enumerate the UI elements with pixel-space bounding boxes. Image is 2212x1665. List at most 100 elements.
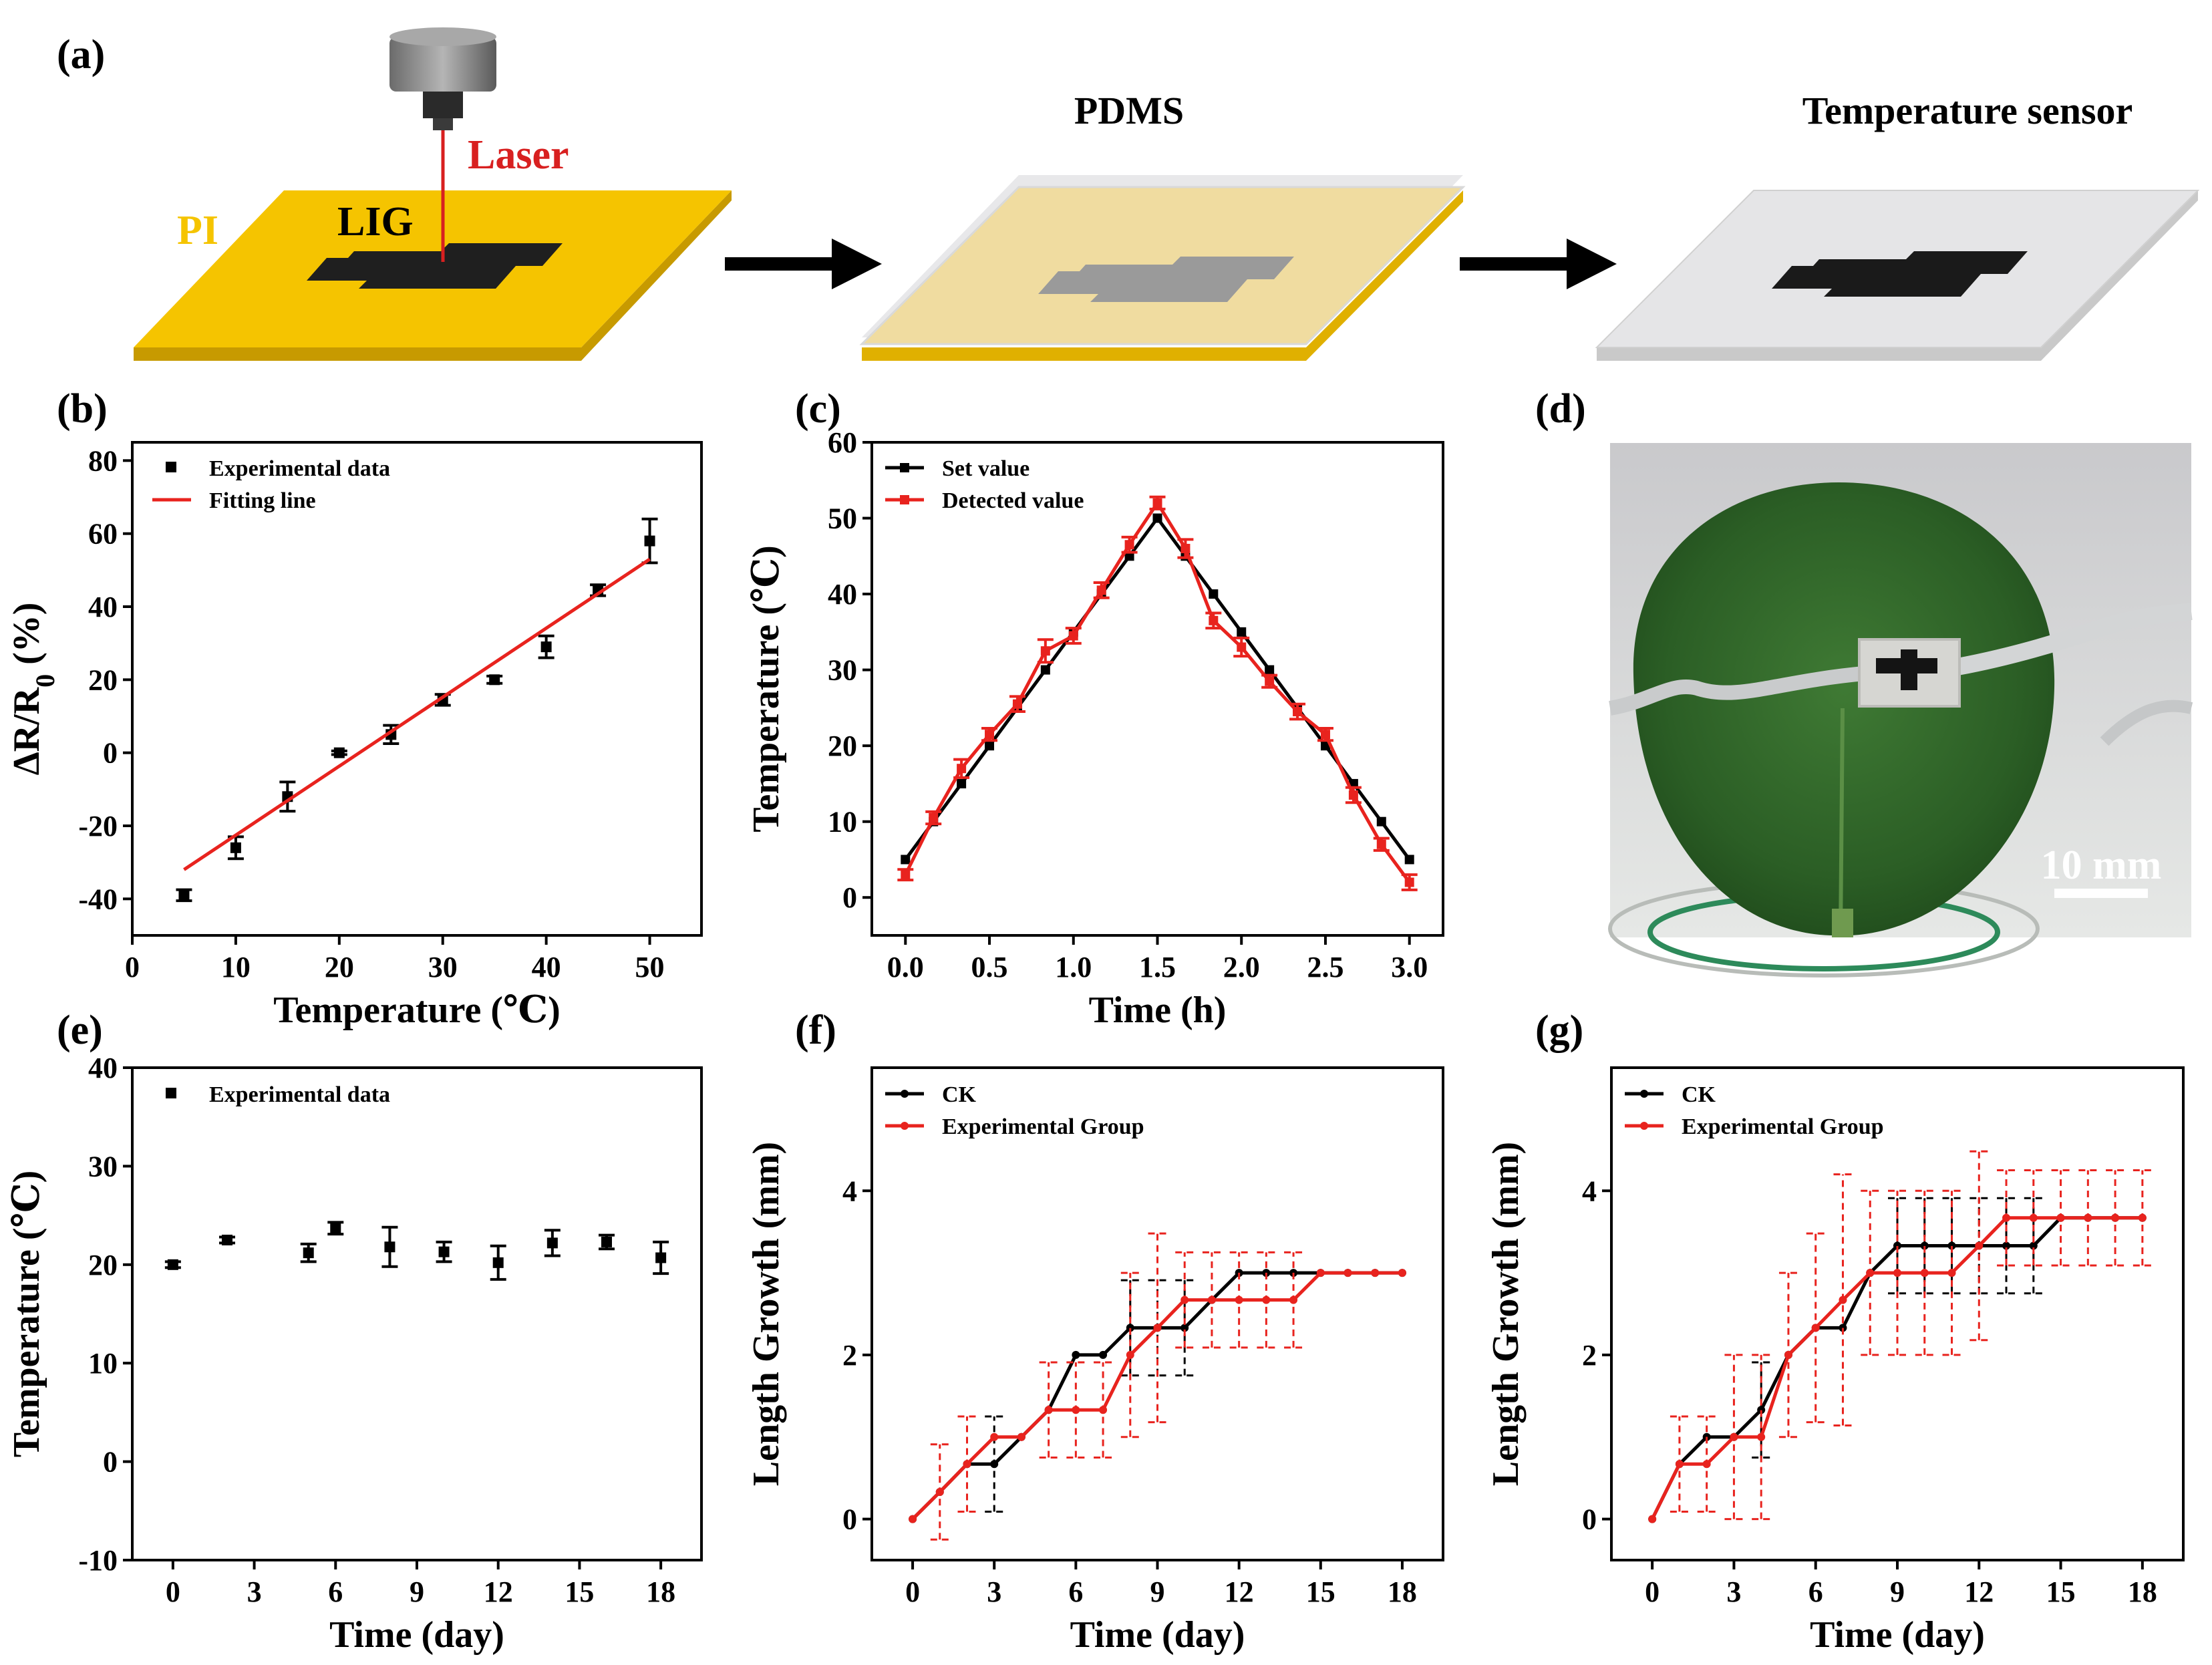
legend-marker <box>166 462 176 472</box>
data-point <box>384 1241 396 1253</box>
data-point <box>540 641 552 653</box>
lead-wire-right <box>1955 603 2193 675</box>
data-point <box>1702 1460 1711 1469</box>
x-tick-label: 6 <box>1808 1575 1823 1608</box>
y-tick-label: 0 <box>103 737 118 770</box>
legend-label: Fitting line <box>209 488 316 513</box>
data-point <box>644 535 655 547</box>
legend-marker <box>900 463 909 472</box>
data-point <box>330 1223 341 1234</box>
plot-frame <box>1610 1066 2185 1561</box>
data-point <box>2111 1213 2120 1222</box>
y-tick-label: 20 <box>88 1249 118 1281</box>
series-line-fitting-line <box>183 557 651 871</box>
panel-label-d: (d) <box>1535 386 1586 432</box>
x-tick-label: 15 <box>1306 1575 1335 1608</box>
sensor-title: Temperature sensor <box>1802 89 2133 132</box>
data-point <box>1099 1406 1108 1414</box>
data-point <box>303 1247 314 1259</box>
data-point <box>1320 730 1330 740</box>
data-point <box>1126 1350 1134 1359</box>
data-point <box>2056 1213 2065 1222</box>
chart-e-temperature-stability: 0 3 6 9 12 15 18 -10 0 10 20 30 40 Time (day) Temperat… <box>6 1052 703 1656</box>
x-tick-label: 0.5 <box>971 951 1008 983</box>
data-point <box>489 674 500 686</box>
data-point <box>1920 1241 1929 1250</box>
data-point <box>1012 699 1022 709</box>
data-point <box>1068 631 1078 641</box>
chart-c-temperature-vs-time: 0.0 0.5 1.0 1.5 2.0 2.5 3.0 0 10 20 30 40 50 60 Time (… <box>746 426 1444 1031</box>
x-tick-label: 0.0 <box>887 951 924 983</box>
data-point <box>985 741 995 751</box>
data-point <box>1152 498 1162 508</box>
x-tick-label: 15 <box>565 1575 594 1608</box>
y-tick-label: 30 <box>88 1150 118 1183</box>
data-point <box>1675 1460 1684 1469</box>
x-tick-label: 40 <box>532 951 561 983</box>
x-tick-label: 3 <box>1726 1575 1741 1608</box>
data-point <box>178 889 190 901</box>
x-tick-label: 30 <box>428 951 458 983</box>
data-point <box>901 855 911 865</box>
data-point <box>655 1252 667 1263</box>
lig-sensor <box>1772 251 2028 297</box>
data-point <box>2029 1241 2038 1250</box>
chart-b-resistance-vs-temperature: 0 10 20 30 40 50 -40 -20 0 20 40 60 80 Temperature (℃… <box>6 441 703 1031</box>
data-point <box>1893 1269 1901 1277</box>
data-point <box>1237 642 1247 652</box>
x-tick-label: 10 <box>221 951 251 983</box>
y-tick-label: 50 <box>828 502 857 535</box>
data-point <box>1126 1324 1134 1332</box>
data-point <box>1040 646 1050 656</box>
pi-label: PI <box>177 208 218 253</box>
y-tick-label: 10 <box>88 1347 118 1380</box>
data-point <box>222 1234 232 1245</box>
data-point <box>1866 1269 1875 1277</box>
x-tick-label: 2.0 <box>1223 951 1260 983</box>
data-point <box>1376 839 1386 849</box>
y-tick-label: 0 <box>842 881 857 914</box>
data-point <box>1293 707 1303 717</box>
x-tick-label: 3 <box>987 1575 1001 1608</box>
data-point <box>901 870 911 880</box>
data-point <box>1207 1296 1216 1304</box>
chart-f-length-growth: 0 3 6 9 12 15 18 0 2 4 Time (day) Length Growth (mm… <box>746 1066 1444 1656</box>
x-tick-label: 50 <box>635 951 665 983</box>
data-point <box>1180 543 1191 553</box>
data-point <box>929 813 939 823</box>
data-point <box>990 1460 999 1469</box>
data-point <box>1153 1324 1162 1332</box>
data-point <box>2084 1213 2092 1222</box>
x-tick-label: 1.0 <box>1055 951 1092 983</box>
x-tick-label: 6 <box>328 1575 343 1608</box>
data-point <box>1235 1296 1243 1304</box>
data-point <box>1839 1296 1847 1304</box>
y-tick-label: -20 <box>78 810 118 843</box>
data-point <box>1209 615 1219 625</box>
data-point <box>1404 877 1414 887</box>
data-point <box>1920 1269 1929 1277</box>
stage-temperature-sensor: Temperature sensor <box>1595 89 2200 361</box>
y-tick-label: 0 <box>842 1503 857 1536</box>
legend-marker <box>166 1088 176 1098</box>
data-point <box>1180 1296 1189 1304</box>
legend-marker <box>901 1122 909 1130</box>
data-point <box>2002 1213 2011 1222</box>
data-point <box>1404 855 1414 865</box>
data-point <box>1152 513 1162 523</box>
lig-on-leaf <box>1876 649 1937 690</box>
data-point <box>1099 1350 1108 1359</box>
data-point <box>1757 1406 1766 1414</box>
legend-label: Experimental data <box>209 456 390 481</box>
data-point <box>1265 676 1275 686</box>
x-axis-label: Time (day) <box>329 1614 504 1656</box>
data-point <box>1730 1432 1738 1441</box>
y-tick-label: 40 <box>88 591 118 623</box>
x-tick-label: 1.5 <box>1139 951 1176 983</box>
panel-label-e: (e) <box>57 1008 103 1053</box>
x-tick-label: 3.0 <box>1391 951 1428 983</box>
lig-cross-pattern <box>307 243 563 289</box>
arrow-right-icon <box>725 239 882 289</box>
y-tick-label: 30 <box>828 654 857 687</box>
x-tick-label: 3 <box>247 1575 262 1608</box>
